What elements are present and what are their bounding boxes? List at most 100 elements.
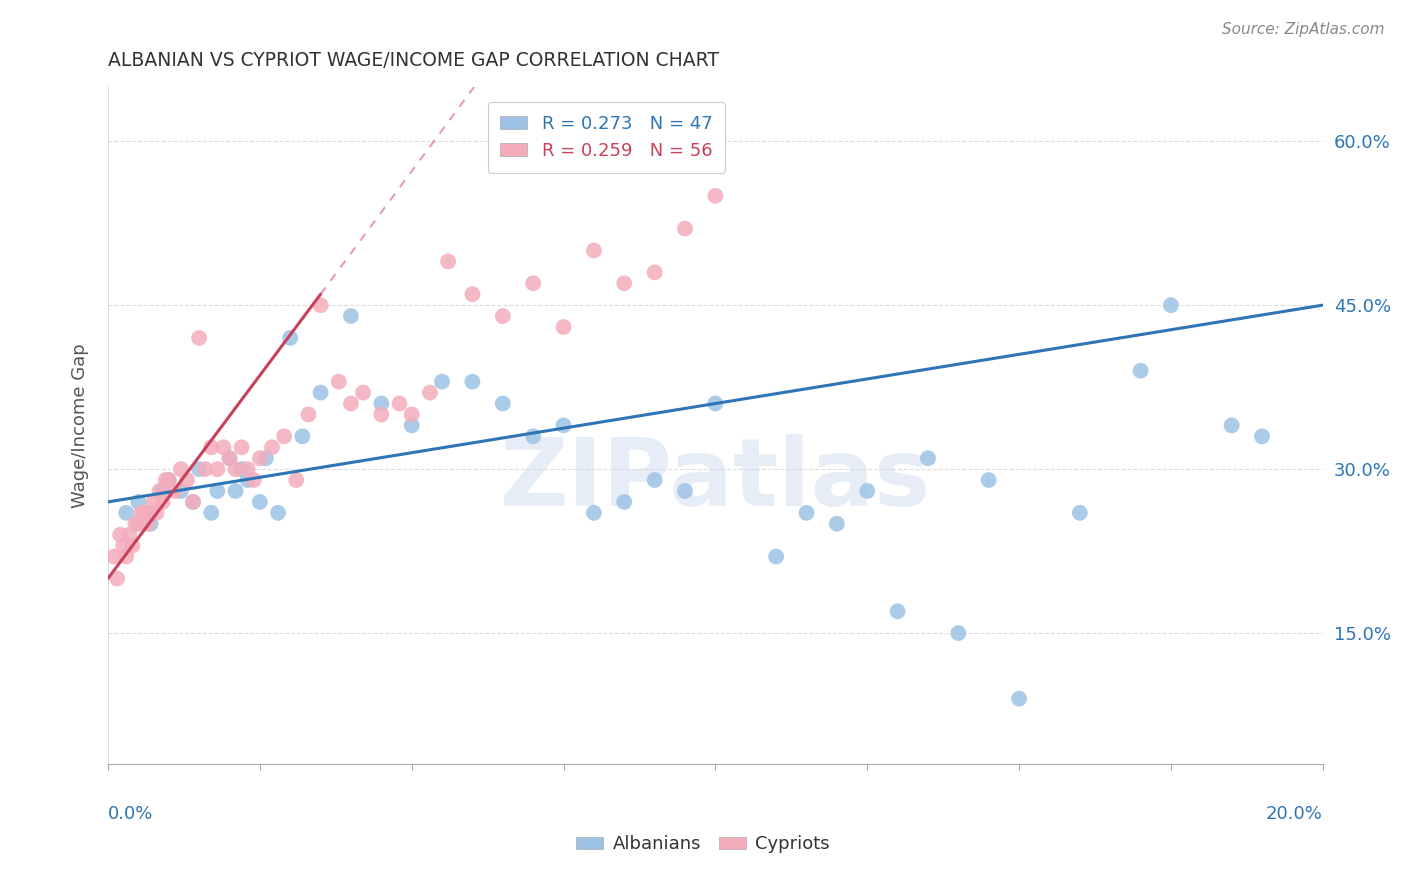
Point — [218, 451, 240, 466]
Point — [139, 506, 162, 520]
Point — [139, 516, 162, 531]
Point — [340, 309, 363, 323]
Point — [644, 265, 666, 279]
Point — [1251, 429, 1274, 443]
Point — [278, 331, 301, 345]
Point — [121, 539, 143, 553]
Point — [796, 506, 818, 520]
Point — [236, 462, 259, 476]
Point — [977, 473, 1000, 487]
Point — [112, 539, 135, 553]
Point — [136, 516, 159, 531]
Point — [142, 495, 165, 509]
Point — [553, 418, 575, 433]
Point — [131, 506, 153, 520]
Point — [388, 396, 411, 410]
Point — [340, 396, 363, 410]
Point — [522, 429, 544, 443]
Point — [765, 549, 787, 564]
Point — [200, 440, 222, 454]
Point — [553, 320, 575, 334]
Point — [948, 626, 970, 640]
Text: ALBANIAN VS CYPRIOT WAGE/INCOME GAP CORRELATION CHART: ALBANIAN VS CYPRIOT WAGE/INCOME GAP CORR… — [108, 51, 718, 70]
Point — [188, 331, 211, 345]
Text: ZIPatlas: ZIPatlas — [499, 434, 931, 525]
Point — [401, 418, 423, 433]
Point — [260, 440, 283, 454]
Point — [157, 473, 180, 487]
Point — [212, 440, 235, 454]
Text: 20.0%: 20.0% — [1265, 805, 1323, 823]
Point — [886, 604, 908, 618]
Point — [181, 495, 204, 509]
Point — [170, 483, 193, 498]
Legend: Albanians, Cypriots: Albanians, Cypriots — [569, 829, 837, 861]
Point — [115, 506, 138, 520]
Point — [704, 396, 727, 410]
Point — [124, 516, 146, 531]
Point — [613, 277, 636, 291]
Point — [207, 483, 229, 498]
Point — [492, 396, 515, 410]
Point — [856, 483, 879, 498]
Point — [163, 483, 186, 498]
Point — [145, 506, 167, 520]
Point — [249, 495, 271, 509]
Point — [152, 483, 174, 498]
Point — [297, 408, 319, 422]
Point — [155, 473, 177, 487]
Point — [582, 244, 605, 258]
Point — [328, 375, 350, 389]
Point — [285, 473, 308, 487]
Point — [522, 277, 544, 291]
Point — [401, 408, 423, 422]
Point — [188, 462, 211, 476]
Point — [157, 473, 180, 487]
Point — [419, 385, 441, 400]
Point — [149, 483, 172, 498]
Point — [134, 506, 156, 520]
Point — [461, 375, 484, 389]
Point — [917, 451, 939, 466]
Point — [103, 549, 125, 564]
Point — [176, 473, 198, 487]
Point — [309, 298, 332, 312]
Point — [127, 516, 149, 531]
Point — [492, 309, 515, 323]
Point — [644, 473, 666, 487]
Point — [225, 483, 247, 498]
Point — [430, 375, 453, 389]
Point — [218, 451, 240, 466]
Point — [242, 473, 264, 487]
Point — [352, 385, 374, 400]
Point — [249, 451, 271, 466]
Point — [582, 506, 605, 520]
Point — [181, 495, 204, 509]
Point — [127, 495, 149, 509]
Point — [1160, 298, 1182, 312]
Point — [704, 189, 727, 203]
Point — [118, 527, 141, 541]
Point — [231, 440, 253, 454]
Point — [673, 221, 696, 235]
Point — [1069, 506, 1091, 520]
Point — [200, 506, 222, 520]
Text: Source: ZipAtlas.com: Source: ZipAtlas.com — [1222, 22, 1385, 37]
Point — [254, 451, 277, 466]
Point — [194, 462, 217, 476]
Point — [105, 571, 128, 585]
Y-axis label: Wage/Income Gap: Wage/Income Gap — [72, 343, 89, 508]
Point — [207, 462, 229, 476]
Point — [825, 516, 848, 531]
Point — [437, 254, 460, 268]
Point — [267, 506, 290, 520]
Point — [115, 549, 138, 564]
Point — [291, 429, 314, 443]
Point — [152, 495, 174, 509]
Point — [231, 462, 253, 476]
Text: 0.0%: 0.0% — [108, 805, 153, 823]
Point — [273, 429, 295, 443]
Point — [1008, 691, 1031, 706]
Point — [236, 473, 259, 487]
Point — [225, 462, 247, 476]
